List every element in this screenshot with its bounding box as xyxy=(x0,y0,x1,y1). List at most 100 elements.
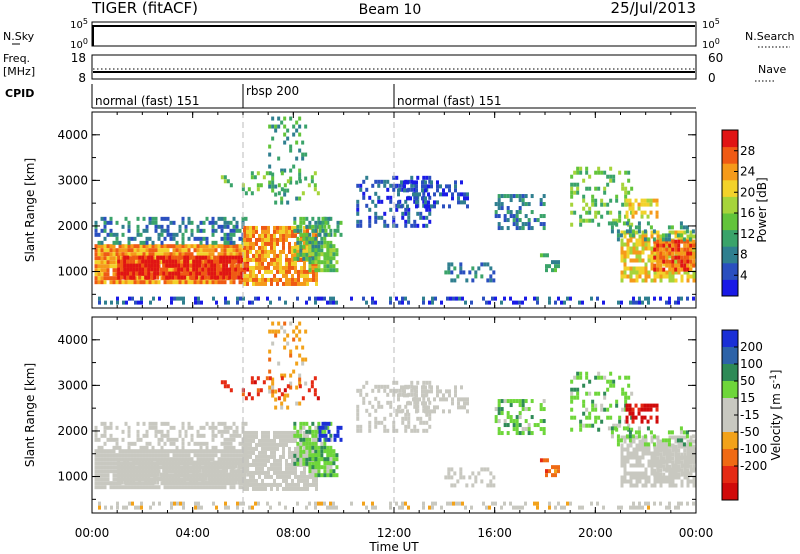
power-cell xyxy=(674,278,678,283)
velocity-cell xyxy=(151,485,155,490)
velocity-cell xyxy=(243,466,246,471)
power-cell xyxy=(94,260,98,265)
velocity-cell xyxy=(304,329,308,334)
power-cell xyxy=(273,237,276,242)
power-cell xyxy=(653,278,657,283)
velocity-cell xyxy=(232,445,236,450)
velocity-cell xyxy=(305,429,309,434)
power-cell xyxy=(579,218,583,223)
power-cell xyxy=(222,267,226,272)
velocity-cell xyxy=(301,361,305,366)
power-cell xyxy=(314,268,318,273)
power-cell xyxy=(163,228,167,233)
velocity-cell xyxy=(632,455,636,460)
power-cell xyxy=(453,278,457,283)
power-cell xyxy=(542,222,546,227)
velocity-cell xyxy=(106,437,110,442)
power-cell xyxy=(273,273,276,278)
velocity-cell xyxy=(151,445,155,450)
power-cell xyxy=(121,252,125,257)
power-cell xyxy=(144,259,148,264)
power-cell xyxy=(145,248,149,253)
power-cell xyxy=(659,274,663,279)
power-cell xyxy=(671,251,675,256)
velocity-cell xyxy=(653,452,657,457)
velocity-cell xyxy=(609,415,613,420)
power-cell xyxy=(165,255,169,260)
velocity-cell xyxy=(454,385,457,390)
power-cell xyxy=(339,232,343,237)
velocity-cell xyxy=(320,441,324,446)
velocity-cell xyxy=(662,479,666,484)
power-cell xyxy=(219,255,223,260)
power-cell xyxy=(258,257,261,262)
velocity-cell xyxy=(326,425,330,430)
power-cell xyxy=(404,219,408,224)
velocity-cell xyxy=(282,486,285,491)
velocity-cell xyxy=(362,400,366,405)
velocity-cell xyxy=(261,486,264,491)
velocity-cell xyxy=(638,439,642,444)
colorbar-tick-label: 50 xyxy=(740,374,755,388)
velocity-cell xyxy=(389,412,393,417)
velocity-cell xyxy=(582,399,586,404)
velocity-cell xyxy=(324,425,328,430)
power-cell xyxy=(650,278,654,283)
nave-tick-hi: 60 xyxy=(708,51,723,65)
power-cell xyxy=(374,203,378,208)
velocity-cell xyxy=(637,434,641,439)
velocity-cell xyxy=(450,483,454,488)
velocity-cell xyxy=(637,430,641,435)
power-cell xyxy=(573,190,577,195)
power-cell xyxy=(181,252,185,257)
velocity-cell xyxy=(186,468,190,473)
velocity-cell xyxy=(500,505,503,510)
power-cell xyxy=(147,255,151,260)
velocity-cell xyxy=(359,424,363,429)
velocity-cell xyxy=(267,482,270,487)
power-cell xyxy=(183,267,187,272)
velocity-cell xyxy=(261,450,264,455)
power-cell xyxy=(506,206,510,211)
power-cell xyxy=(235,252,239,257)
velocity-cell xyxy=(226,445,230,450)
velocity-cell xyxy=(226,429,230,434)
velocity-cell xyxy=(653,483,657,488)
velocity-cell xyxy=(187,457,191,462)
power-cell xyxy=(249,269,252,274)
velocity-cell xyxy=(249,462,252,467)
velocity-cell xyxy=(650,435,654,440)
velocity-cell xyxy=(503,399,507,404)
velocity-cell xyxy=(656,479,660,484)
velocity-cell xyxy=(271,341,275,346)
nsky-label: N.Sky xyxy=(3,30,35,43)
power-cell xyxy=(186,271,190,276)
power-cell xyxy=(315,281,318,286)
power-cell xyxy=(377,179,381,184)
velocity-cell xyxy=(109,449,113,454)
velocity-cell xyxy=(250,380,254,385)
power-cell xyxy=(629,258,633,263)
power-cell xyxy=(94,248,98,253)
velocity-cell xyxy=(591,399,595,404)
power-cell xyxy=(202,244,206,249)
velocity-cell xyxy=(100,453,104,458)
velocity-cell xyxy=(219,472,223,477)
velocity-cell xyxy=(261,466,264,471)
velocity-cell xyxy=(293,461,297,466)
velocity-cell xyxy=(112,481,116,486)
velocity-cell xyxy=(148,457,152,462)
velocity-cell xyxy=(186,472,190,477)
power-cell xyxy=(279,237,282,242)
power-cell xyxy=(314,228,318,233)
velocity-cell xyxy=(223,380,227,385)
velocity-cell xyxy=(398,505,401,510)
power-cell xyxy=(632,242,636,247)
velocity-cell xyxy=(255,430,258,435)
power-cell xyxy=(548,296,551,301)
power-cell xyxy=(229,240,233,245)
power-cell xyxy=(421,196,424,201)
velocity-cell xyxy=(285,458,288,463)
velocity-cell xyxy=(628,430,632,435)
power-cell xyxy=(190,244,194,249)
